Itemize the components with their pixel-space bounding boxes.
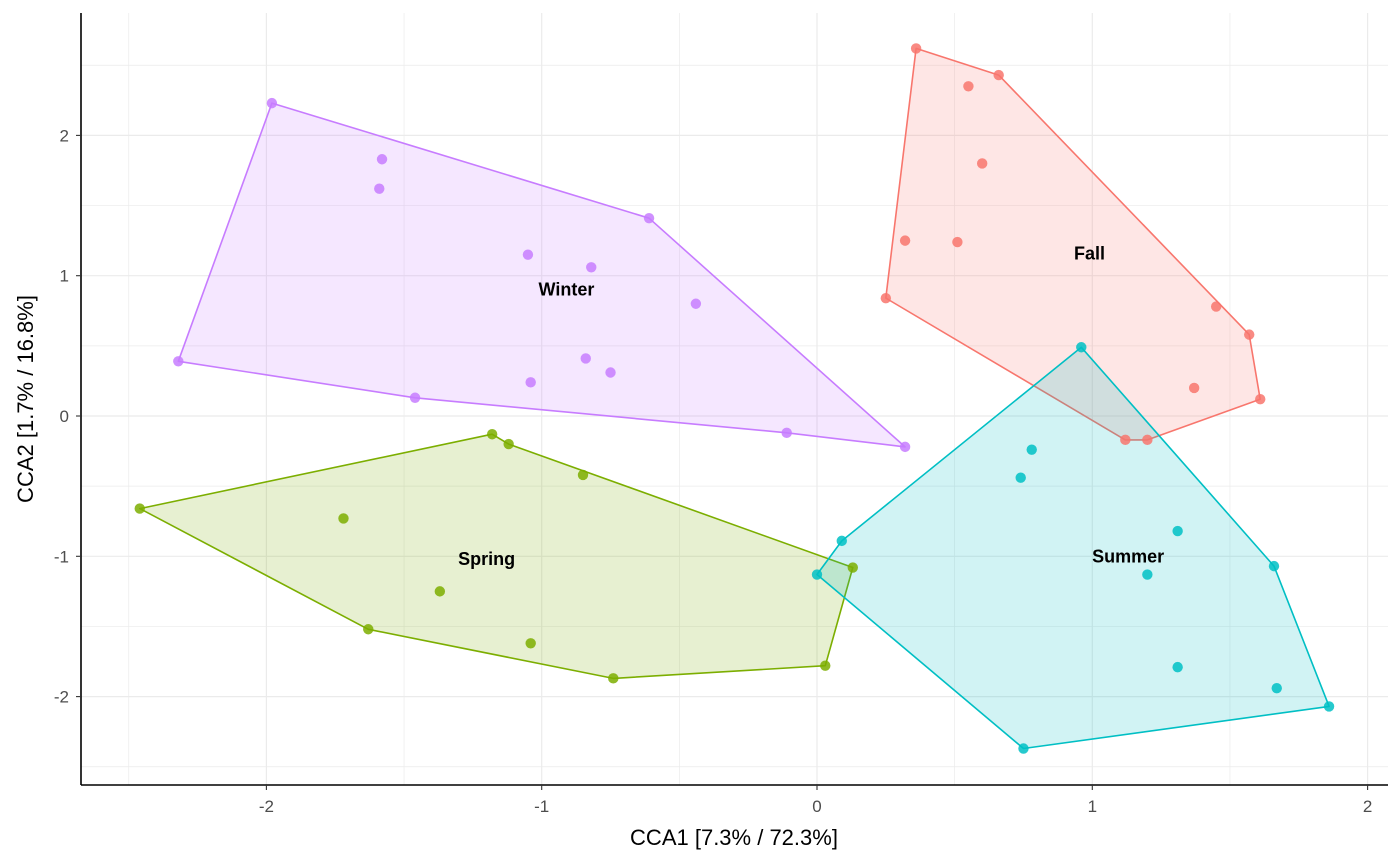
fall-point	[1120, 434, 1131, 446]
summer-point	[1271, 682, 1282, 694]
fall-point	[1188, 382, 1200, 394]
fall-point	[880, 292, 892, 304]
winter-point	[781, 427, 792, 439]
x-axis-ticks: -2 -1 0 1 2	[259, 785, 1372, 816]
fall-hull	[884, 47, 1261, 441]
x-tick-label: 1	[1088, 797, 1097, 816]
spring-point	[608, 673, 619, 684]
spring-point	[338, 513, 349, 524]
winter-point	[173, 356, 184, 367]
y-tick-label: 0	[60, 407, 69, 426]
spring-point	[503, 438, 514, 450]
summer-label: Summer	[1092, 546, 1164, 566]
spring-point	[847, 562, 858, 573]
x-tick-label: -1	[534, 797, 549, 816]
winter-label: Winter	[539, 280, 595, 300]
summer-point	[1323, 701, 1335, 712]
summer-point	[1268, 560, 1280, 572]
winter-point	[376, 154, 388, 165]
fall-point	[1244, 329, 1255, 340]
data-points	[134, 43, 1335, 754]
fall-point	[910, 43, 922, 54]
fall-point	[976, 158, 988, 169]
y-tick-label: 2	[60, 126, 69, 145]
summer-point	[811, 569, 823, 580]
winter-point	[643, 212, 655, 224]
grid-minor	[81, 13, 1388, 785]
spring-point	[486, 429, 498, 440]
grid-major	[81, 13, 1388, 785]
x-axis-title: CCA1 [7.3% / 72.3%]	[630, 825, 838, 850]
y-axis-ticks: -2 -1 0 1 2	[54, 126, 81, 707]
spring-label: Spring	[458, 549, 515, 569]
summer-point	[1172, 525, 1183, 537]
winter-point	[525, 377, 536, 388]
x-tick-label: -2	[259, 797, 274, 816]
spring-point	[525, 638, 536, 649]
winter-point	[522, 249, 534, 260]
y-tick-label: 1	[60, 267, 69, 286]
fall-label: Fall	[1074, 243, 1105, 263]
spring-point	[134, 503, 145, 514]
summer-point	[836, 535, 847, 547]
winter-point	[409, 392, 421, 403]
spring-point	[434, 586, 446, 597]
y-tick-label: -1	[54, 547, 69, 566]
summer-point	[1076, 342, 1087, 353]
summer-point	[1142, 569, 1153, 580]
winter-point	[899, 441, 911, 453]
y-tick-label: -2	[54, 688, 69, 707]
x-tick-label: 2	[1363, 797, 1372, 816]
winter-point	[605, 367, 616, 378]
summer-point	[1172, 661, 1183, 673]
fall-point	[1255, 393, 1266, 405]
spring-point	[577, 469, 589, 481]
group-labels: Fall Spring Summer Winter	[458, 243, 1164, 569]
winter-point	[266, 97, 278, 109]
fall-point	[963, 81, 974, 92]
winter-point	[374, 183, 385, 194]
fall-point	[1142, 434, 1153, 446]
convex-hulls	[139, 47, 1330, 750]
fall-point	[899, 235, 911, 246]
winter-point	[580, 353, 591, 364]
x-tick-label: 0	[812, 797, 821, 816]
spring-point	[363, 624, 374, 635]
summer-point	[1026, 444, 1037, 455]
summer-point	[1015, 472, 1026, 483]
fall-point	[952, 236, 963, 248]
winter-point	[586, 262, 597, 273]
fall-point	[1210, 301, 1222, 312]
fall-point	[993, 69, 1004, 81]
winter-point	[690, 298, 702, 309]
y-axis-title: CCA2 [1.7% / 16.8%]	[13, 295, 38, 503]
spring-point	[820, 660, 831, 671]
spring-hull	[139, 433, 854, 680]
summer-point	[1018, 743, 1029, 754]
